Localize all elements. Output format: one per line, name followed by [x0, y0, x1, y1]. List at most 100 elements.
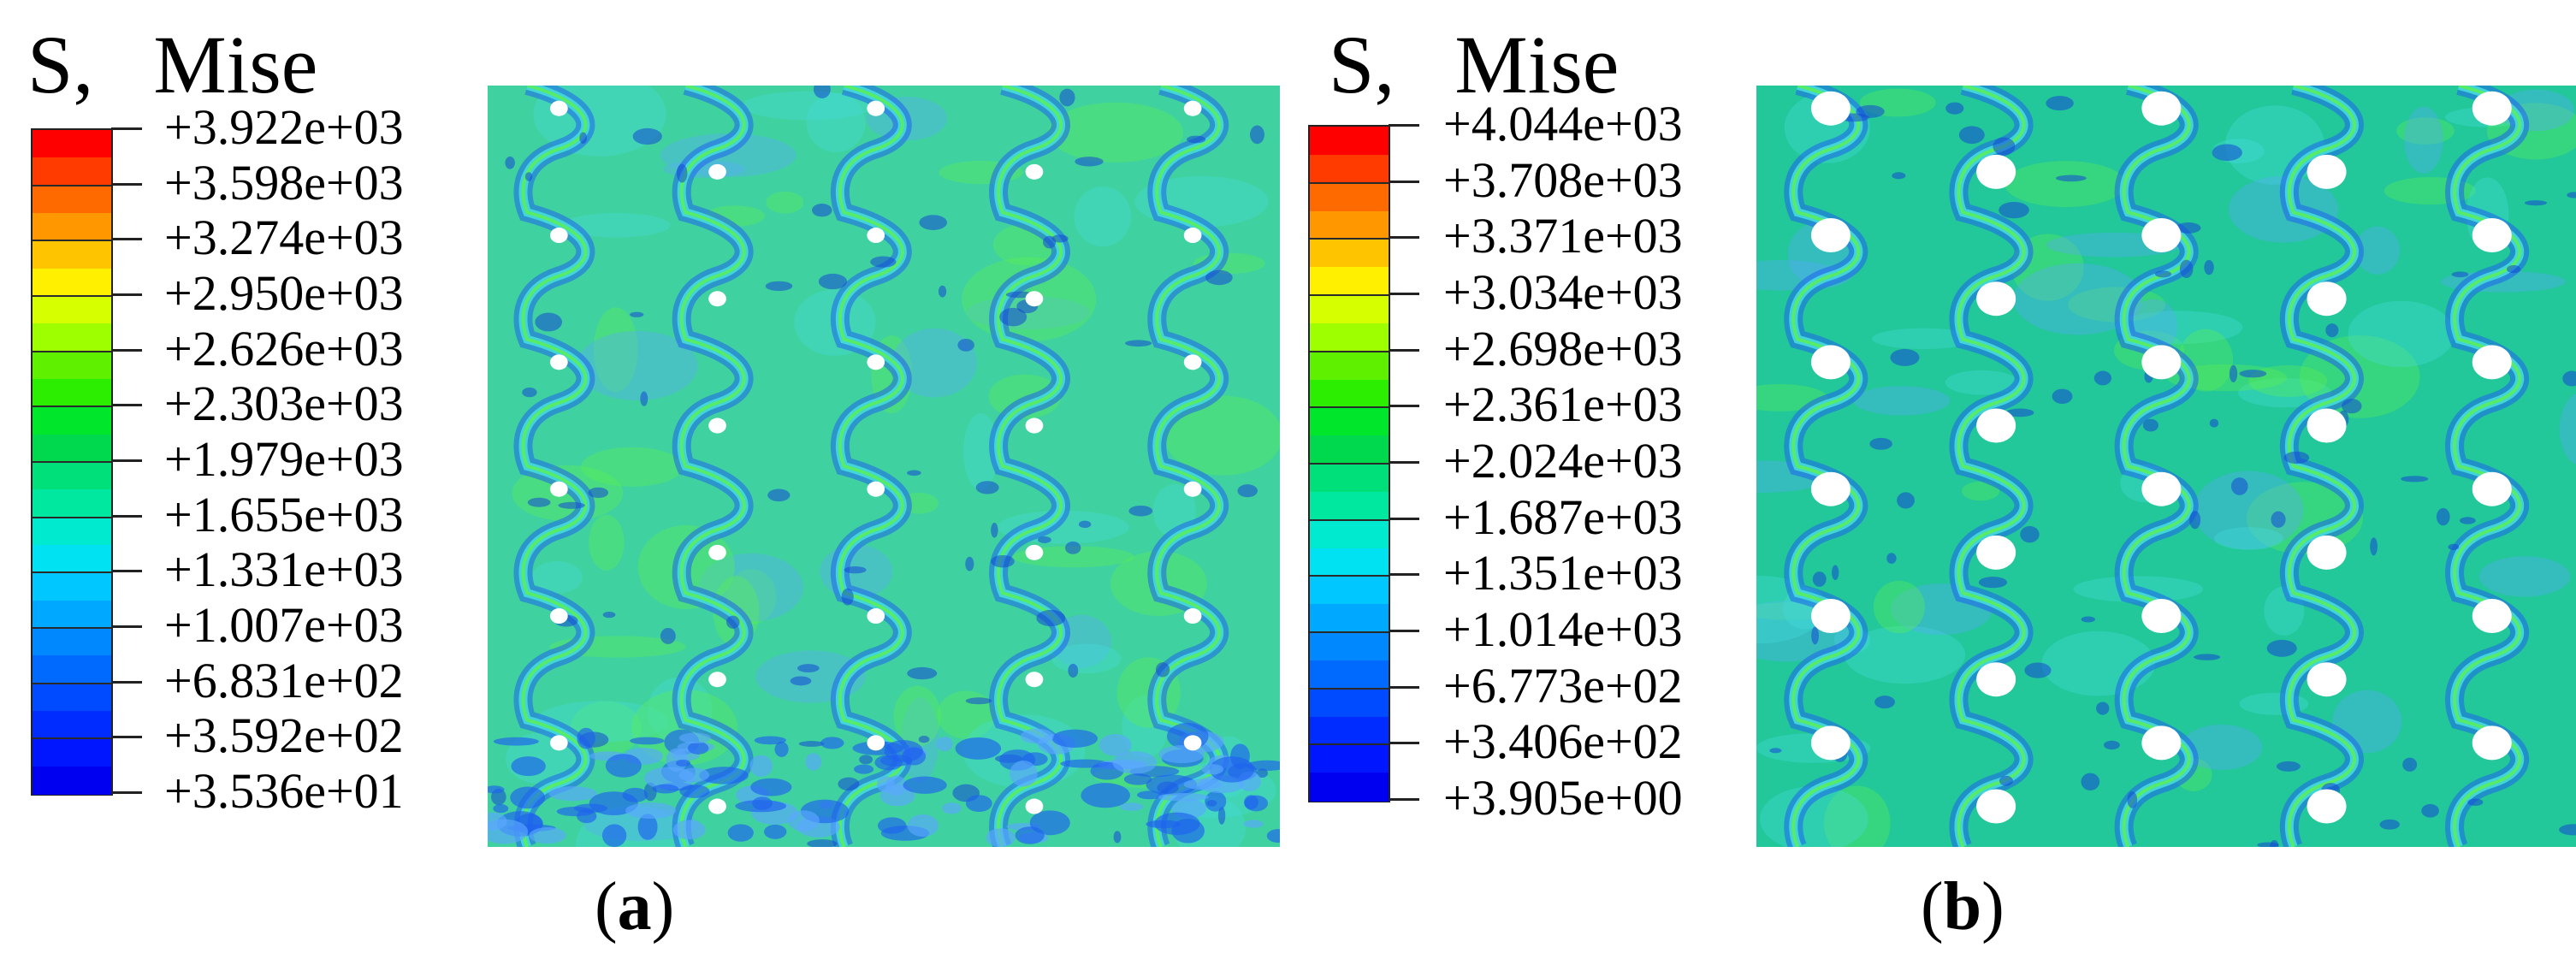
colorbar-segment	[1310, 688, 1389, 718]
pore-hole	[2307, 535, 2347, 570]
colorbar-segment	[33, 268, 111, 297]
stress-fleck	[1051, 234, 1069, 243]
stress-fleck	[2448, 543, 2460, 550]
stress-fleck	[2562, 370, 2576, 387]
bottom-stress-band	[1230, 743, 1250, 769]
pore-hole	[708, 544, 726, 560]
strut-edge	[1791, 86, 1861, 847]
stress-fleck	[579, 132, 588, 144]
stress-patch	[1048, 102, 1183, 163]
colorbar-level-line	[1310, 294, 1389, 296]
pore-hole	[2472, 218, 2512, 253]
bottom-stress-band	[1244, 795, 1258, 810]
colorbar-level-line	[33, 461, 111, 463]
stress-fleck	[2204, 259, 2214, 275]
panel-a: S, Mise +3.922e+03 +3.598e+03 +3.274e+03 +2.…	[27, 24, 1280, 944]
stress-fleck	[1078, 520, 1092, 529]
stress-fleck	[2154, 270, 2172, 278]
stress-fleck	[602, 611, 616, 619]
colorbar-segment	[33, 213, 111, 241]
bottom-stress-band	[601, 824, 627, 847]
colorbar-segment	[33, 462, 111, 490]
colorbar-segment	[1310, 576, 1389, 605]
colorbar-tick-label: +2.950e+03	[164, 265, 404, 321]
colorbar-segment	[33, 434, 111, 463]
pore-hole	[1025, 163, 1044, 180]
stress-fleck	[1257, 768, 1268, 779]
colorbar-tick-label: +2.626e+03	[164, 320, 404, 376]
stress-patch	[2013, 263, 2143, 335]
stress-fleck	[2093, 370, 2112, 386]
stress-patch	[2213, 527, 2283, 550]
pore-hole	[1183, 481, 1202, 497]
colorbar-tick-label: +1.351e+03	[1443, 545, 1683, 601]
bottom-stress-band	[774, 741, 789, 757]
pore-hole	[2141, 345, 2182, 380]
legend-title-a: S, Mise	[27, 24, 317, 106]
strut-edge	[838, 86, 904, 847]
stress-fleck	[588, 487, 609, 499]
bottom-stress-band	[510, 786, 546, 809]
stress-fleck	[1769, 748, 1782, 754]
stress-fleck	[2370, 537, 2378, 556]
pore-hole	[1810, 725, 1851, 761]
pore-hole	[1976, 281, 2016, 317]
stress-patch	[742, 91, 873, 121]
colorbar-tick-label: +2.361e+03	[1443, 376, 1683, 433]
stress-fleck	[813, 86, 831, 98]
pore-hole	[708, 672, 726, 688]
bottom-stress-band	[630, 737, 665, 745]
stress-fleck	[1831, 565, 1839, 581]
colorbar-segment	[33, 655, 111, 684]
stress-patch	[589, 514, 625, 571]
stress-fleck	[2421, 803, 2439, 818]
stress-fleck	[2379, 819, 2400, 830]
caption-letter: a	[617, 869, 652, 944]
stress-fleck	[558, 501, 585, 509]
stress-fleck	[2342, 399, 2362, 414]
colorbar-level-line	[1310, 575, 1389, 577]
bottom-stress-band	[652, 784, 679, 794]
bottom-stress-band	[1201, 764, 1224, 775]
pore-hole	[1976, 408, 2016, 443]
stress-fleck	[1217, 807, 1226, 825]
stress-fleck	[1892, 172, 1906, 180]
stress-fleck	[1978, 577, 2008, 589]
stress-fleck	[2046, 96, 2074, 111]
stress-fleck	[767, 488, 791, 502]
colorbar-tick-mark	[111, 736, 142, 739]
stress-patch	[963, 412, 998, 490]
stress-contour-a	[488, 86, 1280, 847]
colorbar-tick-mark	[1389, 405, 1419, 408]
stress-fleck	[2467, 798, 2484, 806]
stress-fleck	[2189, 511, 2201, 530]
bottom-stress-band	[727, 824, 754, 842]
field-background	[1756, 86, 2576, 847]
colorbar-level-line	[1310, 181, 1389, 184]
pore-hole	[708, 163, 726, 180]
stress-patch	[2248, 364, 2328, 397]
colorbar-tick-mark	[1389, 798, 1419, 801]
bottom-stress-band	[556, 806, 595, 817]
bottom-stress-band	[1051, 729, 1099, 748]
legend-title-b: S, Mise	[1329, 24, 1619, 106]
stress-fleck	[838, 777, 860, 791]
stress-fleck	[535, 312, 563, 332]
pore-hole	[1025, 417, 1044, 434]
colorbar-segment	[1310, 716, 1389, 745]
bottom-stress-band	[1112, 751, 1158, 774]
bottom-stress-band	[679, 784, 710, 798]
pore-hole	[867, 735, 885, 751]
colorbar-segment	[33, 406, 111, 435]
colorbar-segment	[1310, 548, 1389, 577]
legend-name: Mise	[153, 19, 318, 110]
colorbar-tick-label: +3.371e+03	[1443, 208, 1683, 264]
colorbar-segment	[33, 628, 111, 656]
stress-fleck	[2283, 451, 2310, 465]
stress-patch	[1961, 481, 2000, 501]
pore-hole	[867, 608, 885, 625]
colorbar-segment	[33, 738, 111, 767]
bottom-stress-band	[752, 796, 773, 810]
bottom-stress-band	[548, 786, 597, 802]
pore-hole	[2472, 599, 2512, 634]
